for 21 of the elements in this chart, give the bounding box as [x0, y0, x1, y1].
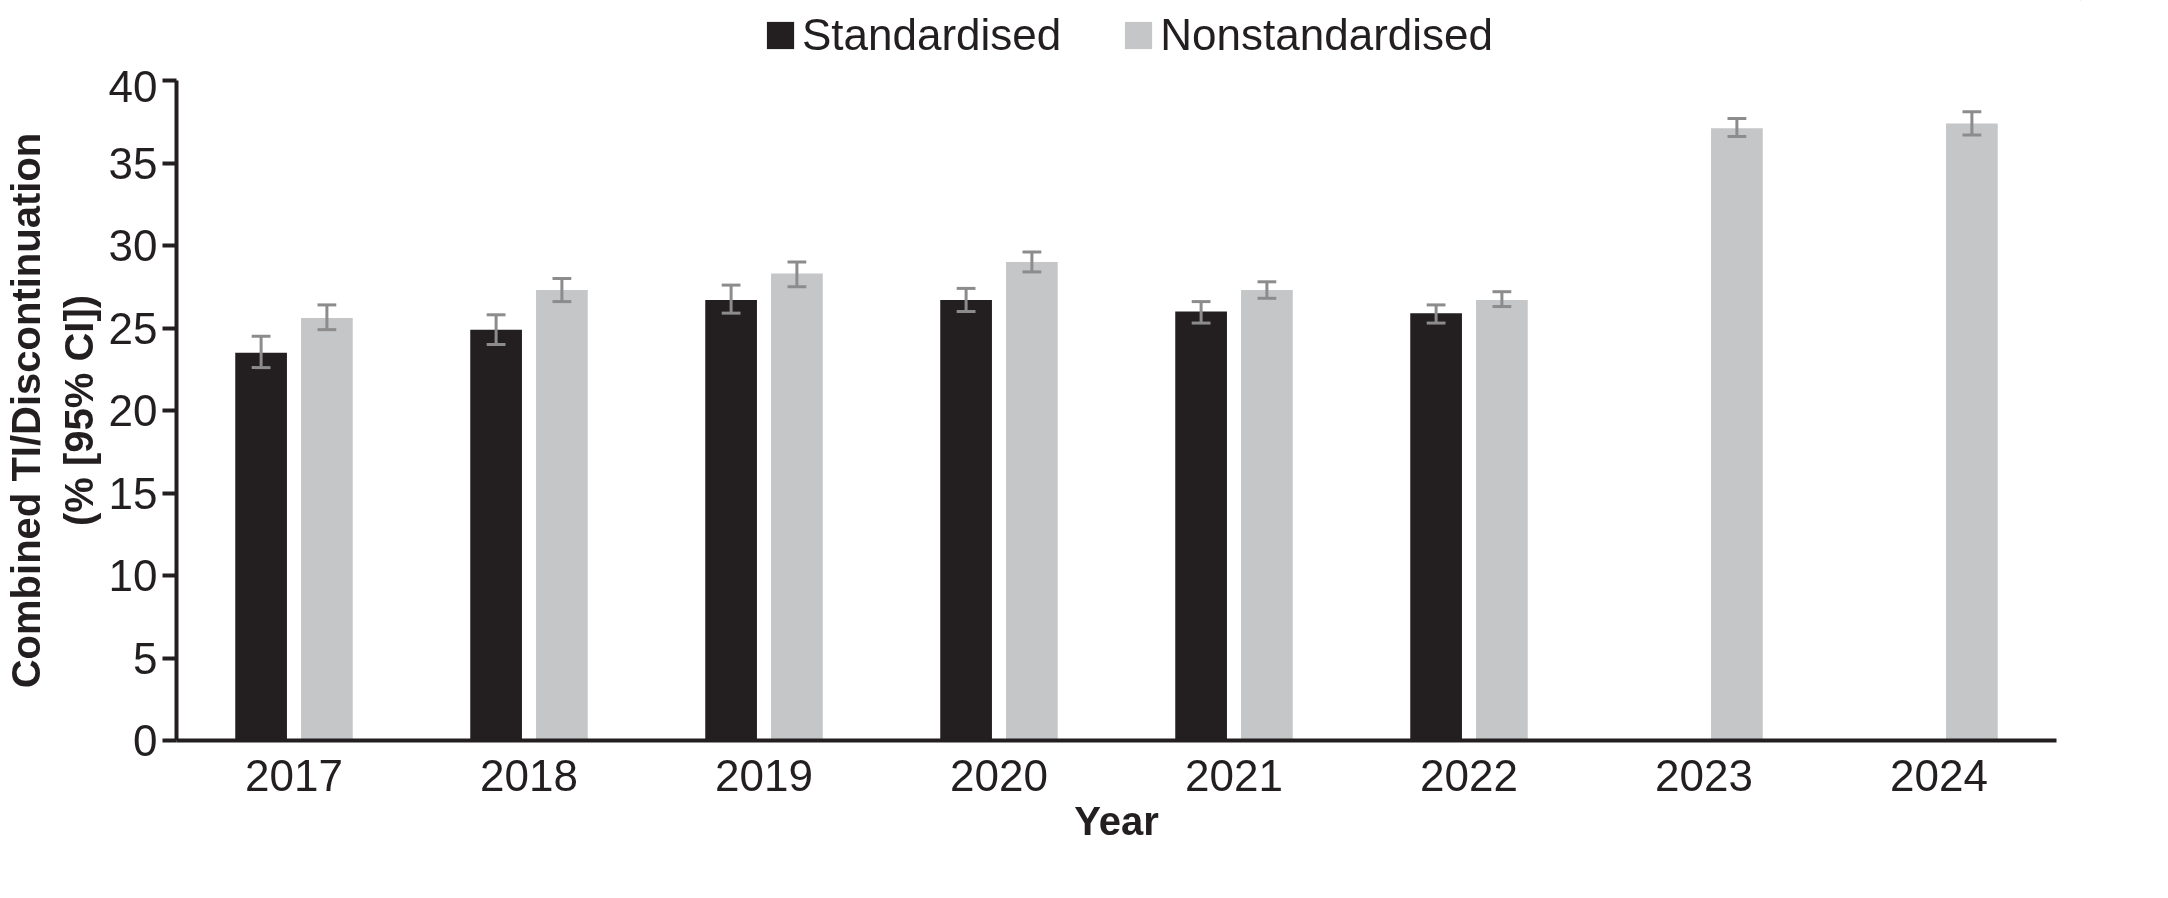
y-tick-label: 30: [108, 221, 158, 270]
x-tick-label: 2021: [1185, 750, 1283, 800]
y-axis-title: Combined TI/Discontinuation (% [95% CI]): [3, 132, 101, 689]
legend-label: Standardised: [802, 10, 1062, 60]
legend-label: Nonstandardised: [1160, 10, 1493, 60]
y-tick-label: 15: [108, 468, 158, 518]
x-tick-label: 2018: [480, 750, 578, 800]
x-tick-label: 2024: [1890, 750, 1988, 800]
y-tick-label: 20: [108, 386, 158, 435]
y-tick-label: 40: [108, 61, 158, 111]
y-tick-label: 35: [108, 138, 158, 188]
y-tick-label: 10: [108, 551, 158, 600]
x-tick-label: 2022: [1420, 750, 1518, 800]
x-tick-label: 2020: [950, 750, 1048, 800]
y-tick-label: 5: [133, 633, 158, 683]
x-tick-label: 2023: [1655, 750, 1753, 800]
x-tick-label: 2017: [245, 750, 343, 800]
x-tick-label: 2019: [715, 750, 813, 800]
y-tick-label: 25: [108, 303, 158, 353]
y-tick-label: 0: [133, 716, 158, 765]
x-axis-title: Year: [1074, 798, 1159, 843]
